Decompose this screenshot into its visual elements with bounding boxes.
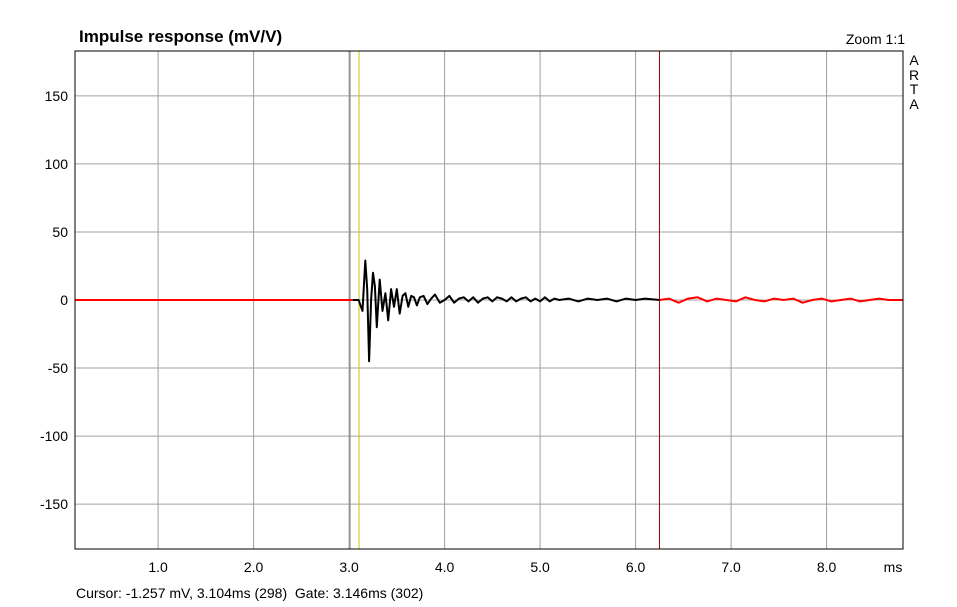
x-tick-label: 3.0 [339,559,359,575]
y-tick-label: 50 [52,224,68,240]
x-axis-label: ms [884,559,903,575]
brand-label: A R T A [907,53,921,111]
y-tick-label: -50 [48,360,68,376]
x-tick-label: 6.0 [626,559,646,575]
x-tick-label: 1.0 [148,559,168,575]
brand-letter: A [909,95,919,112]
series-line [352,259,660,363]
series-layer [75,259,903,363]
plot-frame [74,50,904,550]
series-line [659,296,903,304]
chart-title: Impulse response (mV/V) [79,27,283,46]
brand-letter: A [909,52,919,68]
y-tick-label: 0 [60,292,68,308]
x-tick-label: 4.0 [435,559,455,575]
y-tick-label: -100 [40,428,68,444]
x-tick-label: 2.0 [244,559,264,575]
zoom-level[interactable]: Zoom 1:1 [845,31,905,47]
x-tick-label: 5.0 [530,559,550,575]
tick-labels: 1.0 2.0 3.0 4.0 5.0 6.0 7.0 8.0 ms 150 100 50 0 -50 -1… [40,88,902,575]
x-tick-label: 7.0 [721,559,741,575]
y-tick-label: 150 [45,88,69,104]
x-tick-label: 8.0 [817,559,837,575]
y-tick-label: 100 [45,156,69,172]
brand-letter: R [908,66,920,83]
brand-letter: T [909,81,919,97]
y-tick-label: -150 [40,496,68,512]
cursor-readout: Cursor: -1.257 mV, 3.104ms (298) Gate: 3… [76,585,424,601]
